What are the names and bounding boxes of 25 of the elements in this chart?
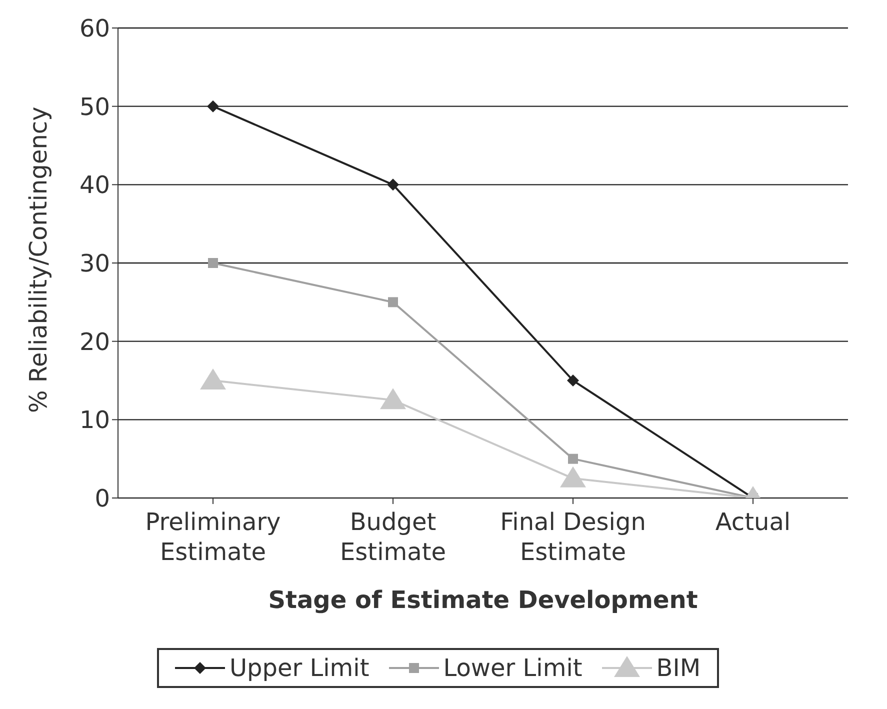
point [560, 466, 586, 488]
y-axis-title: % Reliability/Contingency [24, 106, 53, 413]
point [568, 454, 578, 464]
y-tick-label: 20 [79, 328, 110, 356]
y-tick-label: 40 [79, 171, 110, 200]
point [208, 258, 218, 268]
y-tick-label: 30 [79, 250, 110, 278]
x-tick-label: Preliminary Estimate [145, 508, 281, 566]
point [200, 368, 226, 390]
x-tick-label: Final Design Estimate [500, 508, 646, 566]
point [387, 178, 399, 191]
y-tick-label: 60 [79, 14, 110, 43]
point [388, 297, 398, 308]
x-tick-label: Actual [715, 508, 791, 536]
point [380, 388, 406, 410]
legend-label: Upper Limit [228, 654, 370, 682]
point [567, 374, 579, 386]
point [207, 100, 219, 112]
legend-label: Lower Limit [442, 654, 582, 682]
y-tick-label: 10 [79, 406, 110, 434]
x-tick-label: Budget Estimate [340, 508, 446, 566]
x-axis-title: Stage of Estimate Development [268, 586, 698, 614]
legend-label: BIM [655, 654, 701, 682]
y-tick-label: 50 [79, 92, 110, 121]
y-tick-label: 0 [94, 484, 110, 513]
